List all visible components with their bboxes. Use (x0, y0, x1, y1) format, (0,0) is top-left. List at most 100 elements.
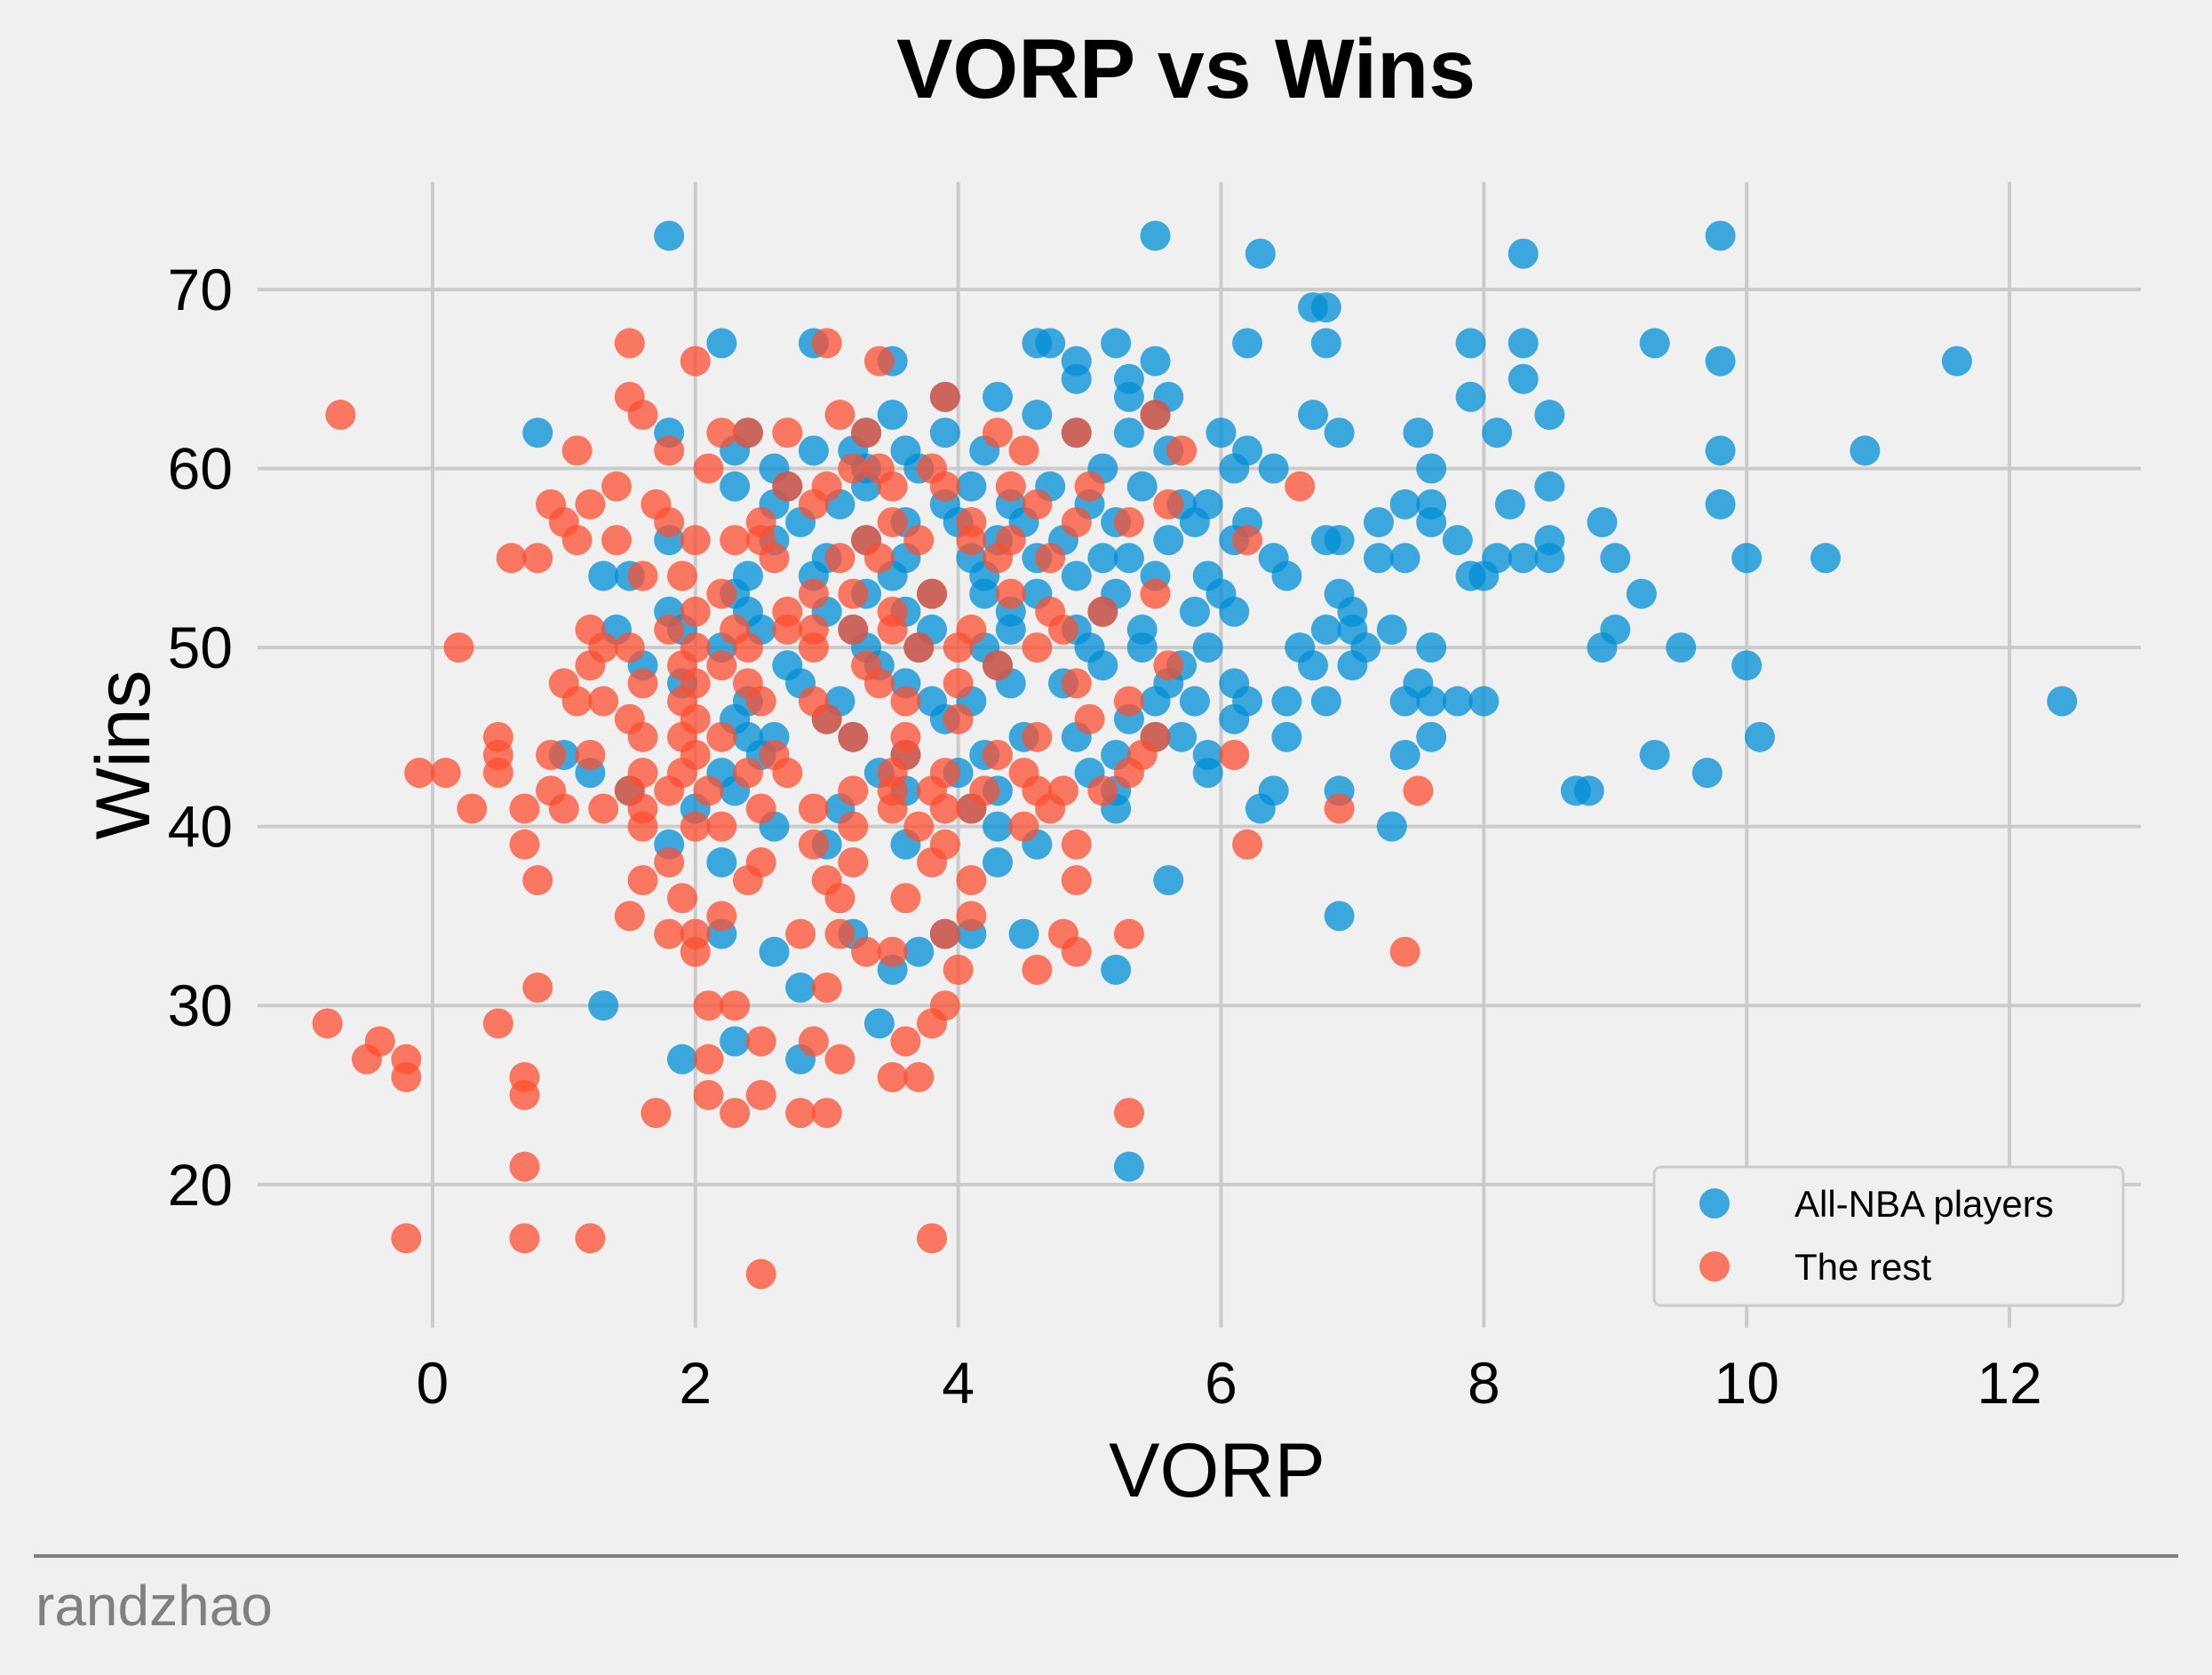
data-point (890, 883, 921, 914)
data-point (575, 740, 606, 770)
data-point (1337, 650, 1368, 681)
data-point (706, 811, 737, 842)
data-point (1534, 400, 1565, 431)
data-point (706, 650, 737, 681)
chart-title: VORP vs Wins (896, 22, 1476, 116)
data-point (654, 220, 685, 251)
data-point (811, 328, 842, 359)
data-point (720, 1098, 751, 1129)
data-point (1442, 686, 1473, 717)
data-point (1508, 238, 1539, 269)
data-point (824, 1044, 855, 1075)
data-point (1468, 560, 1500, 591)
data-point (903, 811, 935, 842)
data-point (1035, 793, 1066, 824)
data-point (1639, 740, 1670, 770)
data-point (943, 703, 974, 734)
data-point (877, 793, 908, 824)
data-point (1666, 632, 1697, 663)
data-point (838, 846, 869, 877)
data-point (522, 543, 553, 574)
y-tick-label: 70 (168, 257, 233, 322)
data-point (1376, 614, 1407, 645)
data-point (509, 1151, 540, 1182)
data-point (745, 793, 776, 824)
footer-credit: randzhao (36, 1574, 273, 1638)
data-point (1022, 954, 1053, 985)
legend: All-NBA players The rest (1652, 1165, 2125, 1307)
data-point (654, 614, 685, 645)
data-point (1416, 506, 1447, 537)
data-point (1113, 543, 1144, 574)
data-point (588, 686, 619, 717)
grid-lines (258, 182, 2141, 1328)
data-point (627, 668, 658, 699)
data-point (706, 578, 737, 609)
data-point (509, 829, 540, 860)
data-point (693, 1044, 724, 1075)
data-point (561, 525, 593, 556)
data-point (1192, 632, 1223, 663)
data-point (1140, 578, 1171, 609)
data-point (654, 846, 685, 877)
data-point (1008, 435, 1039, 466)
data-point (956, 865, 987, 896)
data-point (614, 328, 645, 359)
data-point (1705, 345, 1736, 377)
data-point (929, 471, 960, 502)
data-point (1455, 328, 1486, 359)
data-point (890, 1026, 921, 1057)
x-tick-label: 8 (1468, 1350, 1500, 1416)
data-point (627, 560, 658, 591)
data-point (1061, 363, 1092, 394)
data-point (1022, 400, 1053, 431)
data-point (1153, 525, 1184, 556)
data-point (1087, 775, 1118, 806)
data-point (995, 471, 1026, 502)
data-point (1022, 632, 1053, 663)
data-point (759, 543, 790, 574)
data-point (588, 793, 619, 824)
data-point (1403, 417, 1434, 449)
data-point (654, 506, 685, 537)
data-point (772, 417, 803, 449)
data-point (929, 381, 960, 412)
data-point (1271, 721, 1302, 752)
data-point (1298, 650, 1329, 681)
data-point (588, 990, 619, 1021)
data-point (798, 632, 829, 663)
data-point (956, 525, 987, 556)
data-point (522, 417, 553, 449)
data-point (838, 721, 869, 752)
x-tick-label: 0 (417, 1350, 450, 1416)
data-point (666, 883, 697, 914)
data-point (1101, 954, 1132, 985)
data-point (983, 417, 1013, 449)
data-point (1219, 453, 1250, 484)
data-point (706, 417, 737, 449)
data-point (890, 686, 921, 717)
data-point (706, 328, 737, 359)
data-point (1482, 417, 1513, 449)
data-point (1389, 936, 1420, 967)
data-point (929, 417, 960, 449)
data-point (680, 811, 711, 842)
data-point (1416, 453, 1447, 484)
data-point (851, 936, 882, 967)
data-point (903, 632, 935, 663)
data-point (1416, 632, 1447, 663)
data-point (1008, 918, 1039, 949)
data-point (1179, 596, 1210, 627)
data-point (1731, 650, 1762, 681)
data-point (720, 990, 751, 1021)
data-point (654, 918, 685, 949)
data-point (522, 972, 553, 1004)
data-point (956, 793, 987, 824)
data-point (1126, 632, 1158, 663)
data-point (1140, 400, 1171, 431)
data-point (693, 1079, 724, 1110)
data-point (785, 918, 816, 949)
data-point (824, 400, 855, 431)
data-point (614, 901, 645, 932)
